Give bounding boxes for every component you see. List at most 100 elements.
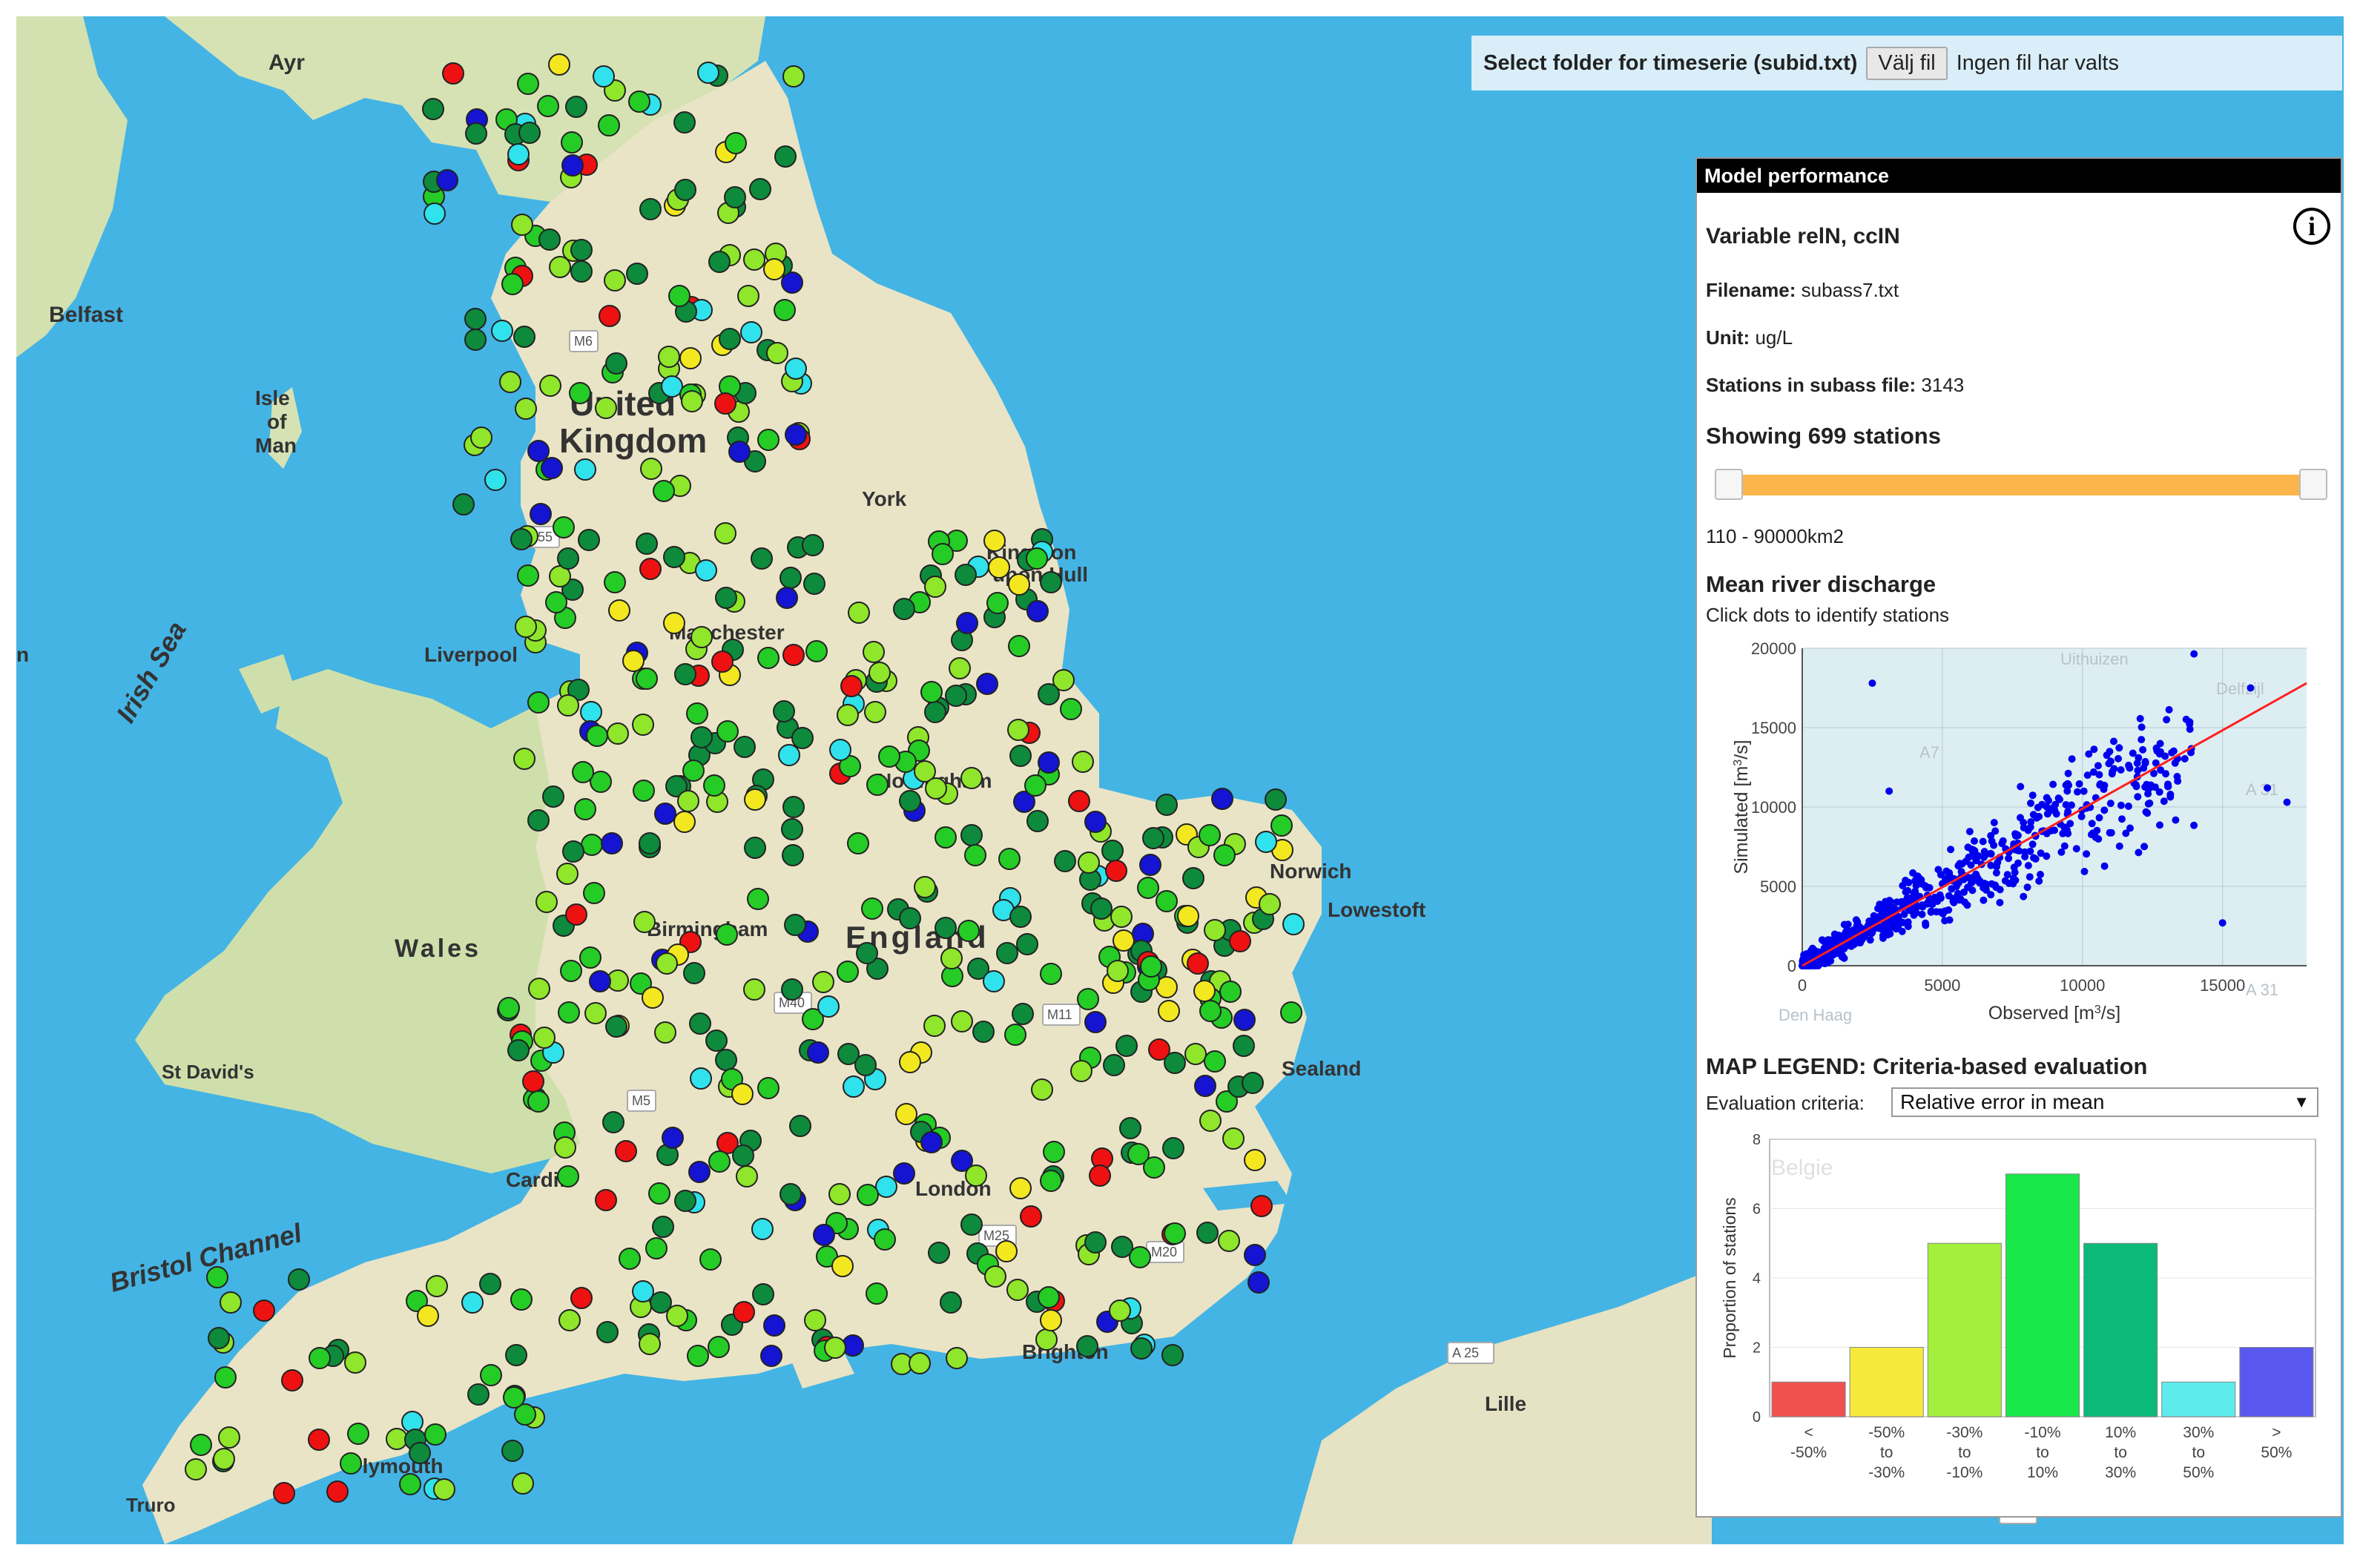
station-dot[interactable] bbox=[674, 1190, 696, 1212]
station-dot[interactable] bbox=[442, 62, 464, 85]
station-dot[interactable] bbox=[847, 832, 869, 854]
station-dot[interactable] bbox=[1280, 1001, 1302, 1024]
station-dot[interactable] bbox=[656, 952, 678, 975]
station-dot[interactable] bbox=[1158, 1000, 1180, 1022]
station-dot[interactable] bbox=[632, 1280, 654, 1302]
station-dot[interactable] bbox=[662, 1127, 684, 1149]
station-dot[interactable] bbox=[743, 248, 765, 271]
station-dot[interactable] bbox=[583, 882, 605, 904]
scatter-point[interactable] bbox=[2144, 800, 2152, 808]
scatter-point[interactable] bbox=[1879, 934, 1887, 942]
scatter-point[interactable] bbox=[2051, 806, 2059, 814]
station-dot[interactable] bbox=[1007, 719, 1029, 741]
scatter-chart[interactable]: Uithuizen Delfzijl Den Haag A7 A 31 A 31 0 5000… bbox=[1697, 626, 2341, 1041]
scatter-point[interactable] bbox=[2021, 853, 2029, 860]
scatter-point[interactable] bbox=[2062, 801, 2070, 808]
scatter-point[interactable] bbox=[1987, 849, 1994, 857]
scatter-point[interactable] bbox=[1840, 920, 1848, 929]
scatter-point[interactable] bbox=[1988, 880, 1996, 888]
station-dot[interactable] bbox=[935, 917, 957, 939]
station-dot[interactable] bbox=[714, 522, 736, 544]
scatter-point[interactable] bbox=[2155, 788, 2163, 796]
station-dot[interactable] bbox=[619, 1248, 641, 1270]
station-dot[interactable] bbox=[417, 1305, 439, 1327]
station-dot[interactable] bbox=[781, 818, 803, 840]
scatter-point[interactable] bbox=[1971, 847, 1979, 855]
station-dot[interactable] bbox=[1199, 1110, 1222, 1132]
station-dot[interactable] bbox=[960, 767, 983, 789]
station-dot[interactable] bbox=[854, 1054, 877, 1076]
station-dot[interactable] bbox=[409, 1442, 431, 1464]
scatter-point[interactable] bbox=[2083, 771, 2092, 780]
station-dot[interactable] bbox=[424, 1423, 446, 1446]
station-dot[interactable] bbox=[308, 1429, 330, 1451]
station-dot[interactable] bbox=[1020, 1205, 1042, 1228]
station-dot[interactable] bbox=[715, 587, 737, 609]
scatter-point[interactable] bbox=[2072, 845, 2080, 853]
station-dot[interactable] bbox=[595, 1189, 617, 1211]
station-dot[interactable] bbox=[1130, 1337, 1153, 1360]
scatter-point[interactable] bbox=[1957, 868, 1965, 876]
scatter-point[interactable] bbox=[1888, 923, 1896, 931]
station-dot[interactable] bbox=[344, 1351, 366, 1374]
station-dot[interactable] bbox=[711, 650, 734, 673]
station-dot[interactable] bbox=[1024, 774, 1046, 797]
station-dot[interactable] bbox=[1140, 955, 1162, 978]
station-dot[interactable] bbox=[1110, 906, 1133, 928]
scatter-point[interactable] bbox=[1900, 910, 1908, 918]
scatter-point[interactable] bbox=[2095, 814, 2103, 822]
station-dot[interactable] bbox=[584, 1002, 607, 1024]
station-dot[interactable] bbox=[665, 775, 688, 797]
station-dot[interactable] bbox=[1038, 751, 1060, 774]
scatter-point[interactable] bbox=[1878, 924, 1886, 932]
scatter-point[interactable] bbox=[2117, 766, 2125, 774]
station-dot[interactable] bbox=[863, 641, 885, 663]
scatter-point[interactable] bbox=[2074, 788, 2081, 796]
scatter-point[interactable] bbox=[1965, 853, 1973, 861]
station-dot[interactable] bbox=[747, 888, 769, 910]
scatter-point[interactable] bbox=[2122, 829, 2130, 837]
station-dot[interactable] bbox=[632, 714, 654, 736]
station-dot[interactable] bbox=[945, 685, 967, 707]
station-dot[interactable] bbox=[924, 576, 946, 598]
scatter-point[interactable] bbox=[2026, 873, 2034, 881]
scatter-point[interactable] bbox=[2118, 815, 2126, 823]
scatter-point[interactable] bbox=[2135, 849, 2143, 857]
station-dot[interactable] bbox=[874, 1228, 896, 1251]
station-dot[interactable] bbox=[607, 722, 629, 745]
station-dot[interactable] bbox=[960, 824, 983, 846]
station-dot[interactable] bbox=[679, 347, 702, 369]
station-dot[interactable] bbox=[829, 739, 851, 761]
station-dot[interactable] bbox=[715, 1049, 737, 1071]
scatter-point[interactable] bbox=[2093, 826, 2101, 834]
station-dot[interactable] bbox=[498, 997, 520, 1019]
scatter-point[interactable] bbox=[1835, 932, 1842, 939]
station-dot[interactable] bbox=[697, 62, 719, 84]
scatter-point[interactable] bbox=[2003, 871, 2011, 879]
station-dot[interactable] bbox=[757, 647, 779, 669]
scatter-point[interactable] bbox=[2028, 840, 2037, 849]
station-dot[interactable] bbox=[687, 1345, 709, 1367]
scatter-point[interactable] bbox=[2043, 829, 2051, 837]
station-dot[interactable] bbox=[561, 131, 583, 154]
station-dot[interactable] bbox=[663, 612, 685, 634]
scatter-point[interactable] bbox=[2160, 797, 2168, 806]
scatter-point[interactable] bbox=[2126, 824, 2134, 832]
station-dot[interactable] bbox=[875, 1176, 897, 1198]
station-dot[interactable] bbox=[1040, 963, 1062, 985]
station-dot[interactable] bbox=[517, 73, 539, 95]
scatter-point[interactable] bbox=[2066, 820, 2074, 828]
station-dot[interactable] bbox=[781, 271, 803, 294]
station-dot[interactable] bbox=[581, 834, 603, 856]
scatter-point[interactable] bbox=[2171, 759, 2179, 767]
scatter-point[interactable] bbox=[2087, 831, 2095, 839]
station-dot[interactable] bbox=[1013, 791, 1035, 813]
station-dot[interactable] bbox=[633, 780, 655, 802]
station-dot[interactable] bbox=[542, 785, 564, 808]
station-dot[interactable] bbox=[640, 458, 662, 480]
station-dot[interactable] bbox=[598, 114, 620, 136]
station-dot[interactable] bbox=[1233, 1009, 1256, 1031]
station-dot[interactable] bbox=[839, 755, 861, 777]
station-dot[interactable] bbox=[650, 1291, 672, 1314]
scatter-point[interactable] bbox=[2157, 766, 2165, 774]
